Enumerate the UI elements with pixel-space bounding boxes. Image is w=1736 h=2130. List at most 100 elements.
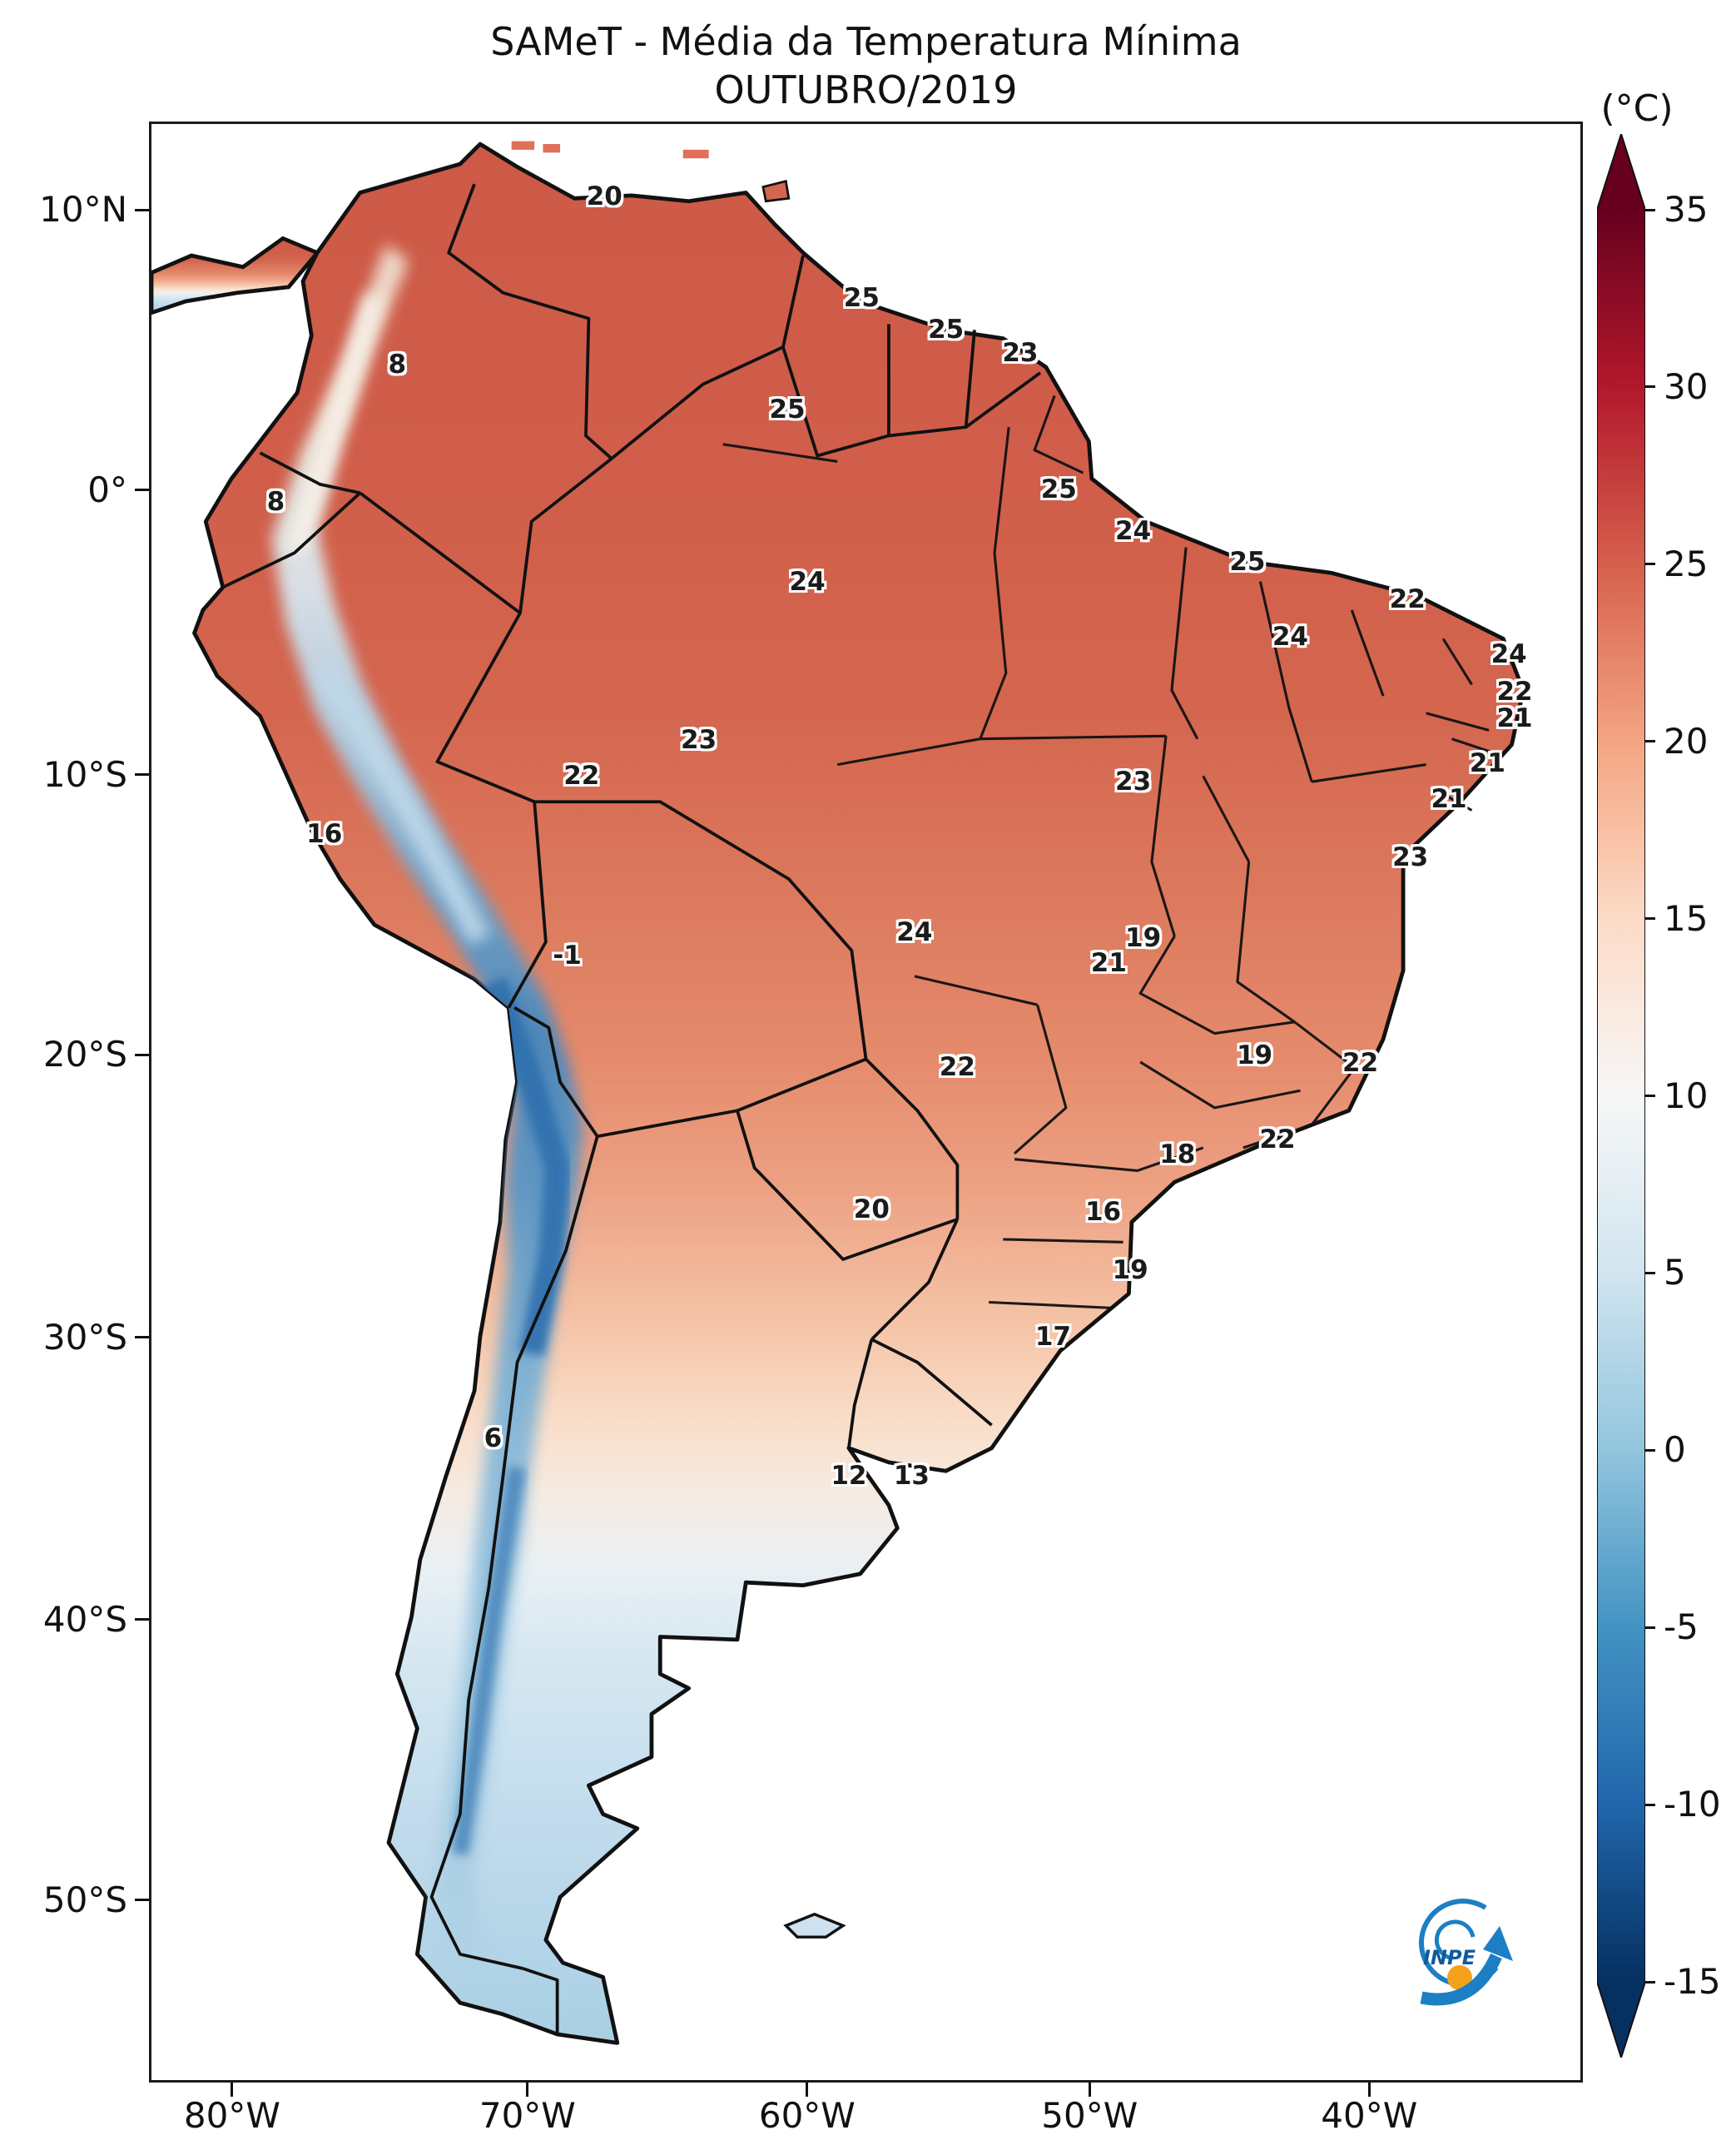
temperature-label: 16 xyxy=(1084,1196,1122,1227)
lat-tick-mark xyxy=(135,773,149,777)
temperature-label: 23 xyxy=(1392,842,1429,873)
colorbar-tick-label: 25 xyxy=(1664,543,1709,584)
lon-tick-mark xyxy=(526,2083,529,2097)
colorbar-tick-mark xyxy=(1645,1980,1655,1984)
lon-axis-label: 40°W xyxy=(1321,2095,1418,2130)
lat-tick-mark xyxy=(135,1336,149,1339)
temperature-label: 12 xyxy=(831,1460,867,1491)
inpe-arrow xyxy=(1420,1953,1502,2006)
title-line2: OUTUBRO/2019 xyxy=(714,67,1018,112)
lat-axis-label: 10°N xyxy=(39,189,127,231)
state-borders xyxy=(722,395,1495,1309)
lon-tick-mark xyxy=(1367,2083,1371,2097)
colorbar-tick-mark xyxy=(1645,1803,1655,1806)
temperature-label: 20 xyxy=(853,1194,890,1225)
temperature-label: 21 xyxy=(1496,703,1533,734)
temperature-label: 22 xyxy=(1342,1048,1379,1078)
lon-axis-label: 60°W xyxy=(758,2095,856,2130)
temperature-label: 25 xyxy=(928,314,965,345)
colorbar-tick-label: 5 xyxy=(1664,1252,1686,1293)
colorbar-tick-mark xyxy=(1645,1626,1655,1629)
inpe-arrowhead xyxy=(1483,1926,1513,1961)
colorbar-tick-mark xyxy=(1645,1448,1655,1452)
lat-axis-label: 0° xyxy=(87,469,127,510)
temperature-label: 23 xyxy=(1002,337,1039,368)
temperature-label: 24 xyxy=(896,916,933,947)
colorbar-tick-label: 20 xyxy=(1664,720,1709,762)
temperature-label: 18 xyxy=(1159,1139,1196,1170)
lat-tick-mark xyxy=(135,1618,149,1621)
lat-tick-mark xyxy=(135,208,149,211)
map-frame: 20 25 25 23 8 25 25 24 8 25 22 24 24 24 22 21 23 21 22 23 21… xyxy=(149,122,1583,2083)
lat-axis-label: 50°S xyxy=(42,1879,127,1920)
temperature-label: 8 xyxy=(388,350,407,380)
temperature-label: 21 xyxy=(1469,748,1505,779)
lat-axis-label: 20°S xyxy=(42,1034,127,1075)
temperature-label: 22 xyxy=(1389,584,1426,615)
lon-tick-mark xyxy=(1088,2083,1091,2097)
colorbar-tick-mark xyxy=(1645,385,1655,389)
lon-axis-label: 80°W xyxy=(183,2095,280,2130)
colorbar-tick-mark xyxy=(1645,917,1655,921)
temperature-label: 19 xyxy=(1112,1255,1148,1286)
inpe-orange-dot xyxy=(1447,1965,1472,1990)
colorbar-tick-label: 35 xyxy=(1664,189,1709,230)
temperature-label: 25 xyxy=(1229,547,1266,578)
temperature-label: 20 xyxy=(586,181,622,211)
colorbar-tick-label: 30 xyxy=(1664,365,1709,407)
temperature-label: 22 xyxy=(1496,676,1533,707)
lat-tick-mark xyxy=(135,1899,149,1902)
page-title: SAMeT - Média da Temperatura Mínima OUTU… xyxy=(149,18,1583,114)
temperature-label: 19 xyxy=(1125,922,1162,953)
temperature-label: 22 xyxy=(939,1051,975,1082)
colorbar-tick-mark xyxy=(1645,740,1655,743)
lat-tick-mark xyxy=(135,1053,149,1056)
colorbar-tick-label: -10 xyxy=(1664,1784,1721,1825)
colorbar-tick-mark xyxy=(1645,208,1655,211)
colorbar-tick-mark xyxy=(1645,563,1655,566)
lon-tick-mark xyxy=(231,2083,234,2097)
temperature-label: 24 xyxy=(1490,638,1527,669)
lat-axis-label: 40°S xyxy=(42,1598,127,1640)
temperature-label: 6 xyxy=(484,1423,503,1454)
temperature-label: 25 xyxy=(1040,474,1077,505)
country-borders xyxy=(222,183,1042,2035)
colorbar-tick-label: -15 xyxy=(1664,1961,1721,2002)
lat-axis-label: 30°S xyxy=(42,1316,127,1358)
title-line1: SAMeT - Média da Temperatura Mínima xyxy=(490,19,1242,64)
temperature-label: 25 xyxy=(769,395,806,425)
lon-axis-label: 50°W xyxy=(1041,2095,1138,2130)
temperature-label: 24 xyxy=(789,566,826,597)
colorbar-tick-label: 15 xyxy=(1664,897,1709,939)
temperature-label: 21 xyxy=(1090,948,1127,979)
colorbar-body xyxy=(1597,134,1645,2058)
colorbar-tick-mark xyxy=(1645,1095,1655,1097)
map-labels-layer: 20 25 25 23 8 25 25 24 8 25 22 24 24 24 22 21 23 21 22 23 21… xyxy=(151,124,1580,2080)
inpe-swirl-inner xyxy=(1434,1919,1476,1960)
continent-shape xyxy=(192,142,1525,2045)
lon-tick-mark xyxy=(806,2083,809,2097)
colorbar-tick-mark xyxy=(1645,1271,1655,1274)
temperature-label: 25 xyxy=(843,283,880,314)
lon-axis-label: 70°W xyxy=(479,2095,576,2130)
temperature-label: -1 xyxy=(553,940,582,971)
inpe-logo: INPE xyxy=(1419,1899,1513,2006)
temperature-label: 23 xyxy=(1115,766,1152,797)
map-svg xyxy=(151,141,1525,2045)
temperature-label: 22 xyxy=(563,760,600,791)
temperature-label: 23 xyxy=(681,725,717,756)
andes-overlay xyxy=(271,244,583,1960)
temperature-label: 22 xyxy=(1259,1124,1296,1154)
temperature-label: 8 xyxy=(266,486,285,517)
temperature-label: 24 xyxy=(1272,621,1309,652)
colorbar-unit-label: (°C) xyxy=(1600,87,1674,130)
lat-tick-mark xyxy=(135,489,149,492)
inpe-logo-text: INPE xyxy=(1423,1946,1476,1969)
temperature-label: 16 xyxy=(306,819,343,850)
colorbar-tick-label: -5 xyxy=(1664,1606,1699,1648)
temperature-label: 17 xyxy=(1034,1322,1071,1352)
colorbar xyxy=(1597,134,1645,2058)
colorbar-tick-label: 0 xyxy=(1664,1429,1686,1471)
colorbar-tick-label: 10 xyxy=(1664,1075,1709,1116)
